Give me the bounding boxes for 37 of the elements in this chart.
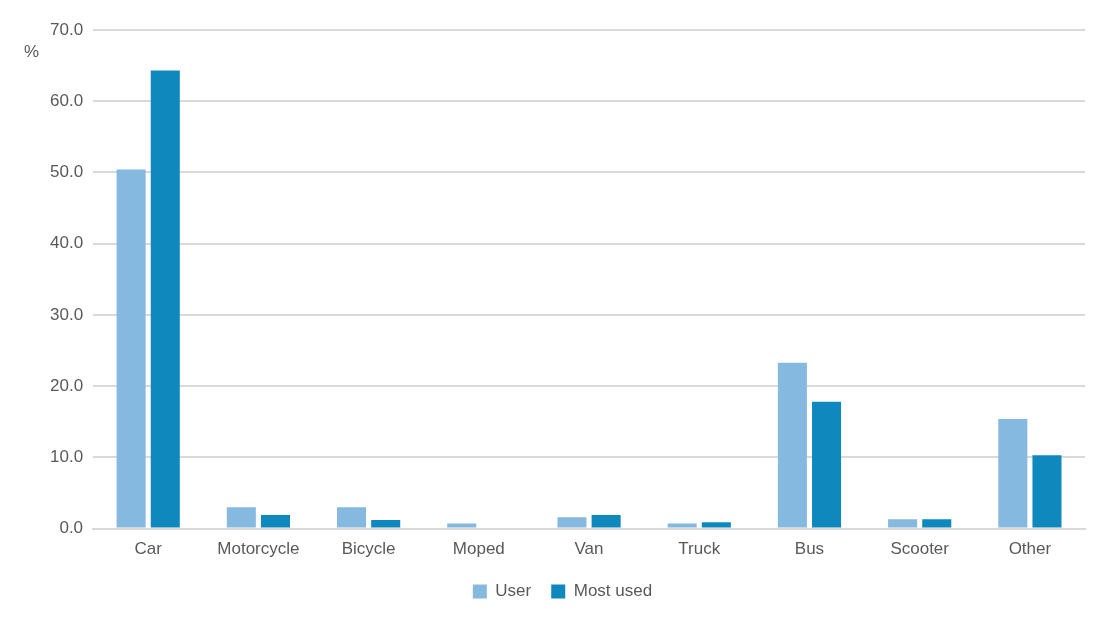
y-axis-title: % xyxy=(24,41,40,61)
x-tick-label: Car xyxy=(134,539,163,559)
bar xyxy=(1032,455,1062,528)
y-tick-label: 20.0 xyxy=(49,375,84,395)
bar xyxy=(226,507,256,528)
bar xyxy=(998,418,1028,528)
bar xyxy=(337,507,367,528)
bar xyxy=(591,515,621,528)
x-tick-label: Truck xyxy=(678,539,721,559)
bar xyxy=(557,517,587,528)
y-tick-label: 40.0 xyxy=(49,233,84,253)
legend-label: Most used xyxy=(573,581,653,601)
x-tick-label: Moped xyxy=(452,539,505,559)
y-tick-label: 30.0 xyxy=(49,304,84,324)
bar xyxy=(812,401,842,528)
x-tick-label: Motorcycle xyxy=(217,539,300,559)
bar xyxy=(447,523,477,528)
x-tick-label: Bus xyxy=(794,539,825,559)
bar xyxy=(701,522,731,528)
legend-label: User xyxy=(495,581,532,601)
bar xyxy=(260,515,291,528)
bar xyxy=(888,519,918,528)
bar xyxy=(116,169,146,528)
y-tick-label: 0.0 xyxy=(59,518,84,538)
x-tick-label: Scooter xyxy=(890,539,950,559)
x-tick-label: Van xyxy=(574,539,604,559)
y-tick-label: 60.0 xyxy=(49,90,84,110)
y-tick-label: 70.0 xyxy=(49,19,84,39)
y-tick-label: 50.0 xyxy=(49,162,84,182)
bar xyxy=(371,520,401,528)
bar xyxy=(150,70,180,528)
bar xyxy=(667,523,697,528)
y-tick-label: 10.0 xyxy=(49,447,84,467)
x-tick-label: Bicycle xyxy=(341,539,396,559)
bar xyxy=(777,362,807,528)
bar xyxy=(922,519,952,528)
x-tick-label: Other xyxy=(1008,539,1052,559)
